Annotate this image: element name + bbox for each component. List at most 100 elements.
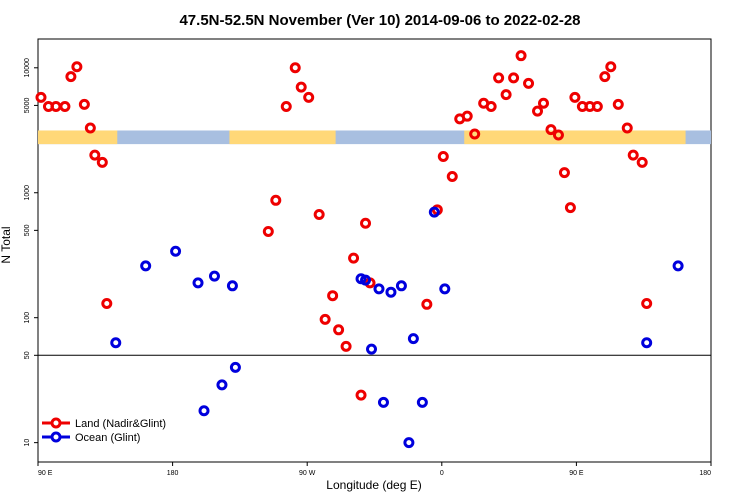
land-data-point <box>89 149 101 161</box>
land-data-point <box>295 81 307 93</box>
y-tick-label: 10 <box>24 439 31 447</box>
land-data-point <box>564 202 576 214</box>
land-data-point <box>360 217 372 229</box>
y-tick-label: 500 <box>24 224 31 236</box>
x-axis-title: Longitude (deg E) <box>326 478 421 492</box>
land-data-point <box>65 71 77 83</box>
ocean-data-point <box>208 270 220 282</box>
y-axis-title: N Total <box>0 226 13 263</box>
ocean-data-point <box>110 337 122 349</box>
land-data-point <box>355 389 367 401</box>
land-data-point <box>569 91 581 103</box>
land-data-point <box>515 50 527 62</box>
y-tick-label: 50 <box>24 351 31 359</box>
x-axis: 90 E 180 90 W 0 90 E 180 <box>37 462 712 477</box>
land-data-point <box>523 77 535 89</box>
land-data-point <box>469 128 481 140</box>
ocean-data-point <box>439 283 451 295</box>
land-data-point <box>50 101 62 113</box>
land-strip-segment <box>464 130 686 145</box>
legend-marker <box>50 431 62 443</box>
land-data-point <box>500 89 512 101</box>
land-data-point <box>35 91 47 103</box>
ocean-data-point <box>140 260 152 272</box>
land-data-point <box>59 101 71 113</box>
ocean-data-point <box>672 260 684 272</box>
land-data-point <box>289 62 301 74</box>
land-data-point <box>327 290 339 302</box>
land-data-point <box>71 61 83 73</box>
x-tick-label: 180 <box>699 470 711 477</box>
ocean-data-point <box>226 280 238 292</box>
ocean-data-point <box>428 206 440 218</box>
ocean-data-point <box>373 283 385 295</box>
land-data-point <box>96 156 108 168</box>
data-points <box>35 50 684 449</box>
land-data-point <box>493 72 505 84</box>
land-data-point <box>270 194 282 206</box>
ocean-data-point <box>360 274 372 286</box>
y-tick-label: 10000 <box>24 58 31 78</box>
legend: Land (Nadir&Glint) Ocean (Glint) <box>42 417 166 444</box>
plot-frame <box>37 38 712 463</box>
land-data-point <box>599 71 611 83</box>
land-data-point <box>313 208 325 220</box>
ocean-data-point <box>192 277 204 289</box>
land-data-point <box>446 170 458 182</box>
ocean-data-point <box>366 343 378 355</box>
land-data-point <box>485 101 497 113</box>
land-data-point <box>537 97 549 109</box>
y-tick-label: 5000 <box>24 98 31 114</box>
land-data-point <box>532 105 544 117</box>
land-data-point <box>348 252 360 264</box>
land-data-point <box>340 340 352 352</box>
land-data-point <box>437 151 449 163</box>
x-tick-label: 0 <box>440 470 444 477</box>
ocean-data-point <box>377 396 389 408</box>
land-data-point <box>101 297 113 309</box>
ocean-data-point <box>198 405 210 417</box>
ocean-data-point <box>170 245 182 257</box>
land-data-point <box>84 122 96 134</box>
ocean-data-point <box>216 379 228 391</box>
land-data-point <box>621 122 633 134</box>
land-data-point <box>262 225 274 237</box>
land-strip-segment <box>229 130 336 145</box>
land-data-point <box>333 324 345 336</box>
x-tick-label: 90 W <box>299 470 316 477</box>
land-data-point <box>78 98 90 110</box>
land-strip-segment <box>38 130 118 145</box>
land-data-point <box>545 124 557 136</box>
land-data-point <box>303 91 315 103</box>
y-tick-label: 1000 <box>24 185 31 201</box>
land-data-point <box>612 98 624 110</box>
land-data-point <box>558 167 570 179</box>
ocean-data-point <box>416 396 428 408</box>
chart-title: 47.5N-52.5N November (Ver 10) 2014-09-06… <box>179 12 580 29</box>
legend-label: Land (Nadir&Glint) <box>75 418 166 430</box>
ocean-data-point <box>403 437 415 449</box>
legend-label: Ocean (Glint) <box>75 432 140 444</box>
land-data-point <box>319 313 331 325</box>
land-data-point <box>280 101 292 113</box>
land-data-point <box>605 61 617 73</box>
legend-marker <box>50 417 62 429</box>
x-tick-label: 90 E <box>569 470 584 477</box>
ocean-data-point <box>229 361 241 373</box>
land-data-point <box>641 297 653 309</box>
ocean-data-point <box>407 333 419 345</box>
ocean-data-point <box>385 286 397 298</box>
land-data-point <box>508 72 520 84</box>
ocean-data-point <box>641 337 653 349</box>
land-data-point <box>421 298 433 310</box>
y-axis: 10 50 100 500 1000 5000 10000 <box>24 58 38 447</box>
land-data-point <box>636 156 648 168</box>
y-tick-label: 100 <box>24 312 31 324</box>
x-tick-label: 180 <box>167 470 179 477</box>
land-data-point <box>627 149 639 161</box>
land-data-point <box>591 101 603 113</box>
x-tick-label: 90 E <box>38 470 53 477</box>
ocean-data-point <box>395 280 407 292</box>
